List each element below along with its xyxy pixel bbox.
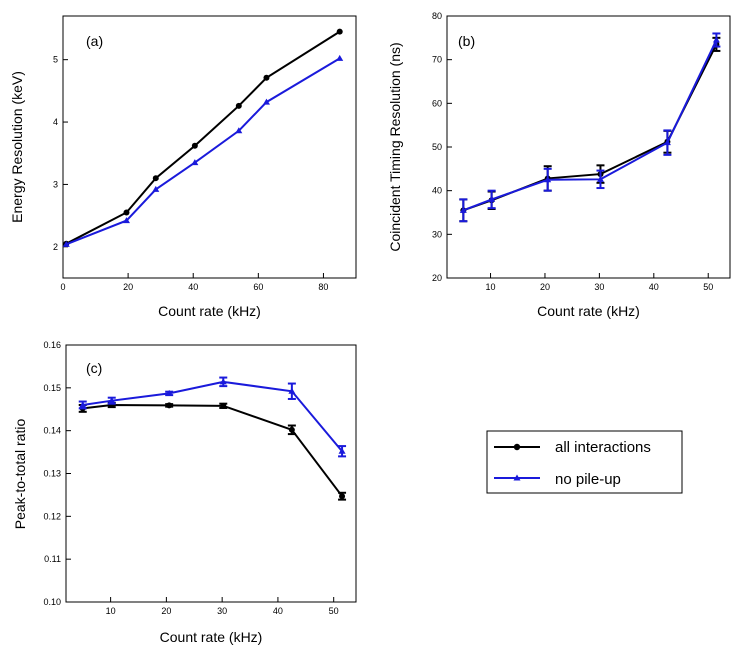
series-line-all-interactions [65,30,341,245]
x-tick-label: 40 [649,282,659,292]
x-tick-label: 80 [318,282,328,292]
data-point-no-pile-up [338,447,346,454]
x-tick-label: 40 [188,282,198,292]
y-tick-label: 4 [53,117,58,127]
series-line-no-pile-up [82,380,343,452]
x-tick-label: 40 [273,606,283,616]
legend-label-all-interactions: all interactions [555,439,651,456]
y-tick-label: 0.10 [43,597,61,607]
data-point-all-interactions [123,209,130,216]
x-tick-label: 60 [253,282,263,292]
data-point-all-interactions [263,74,270,81]
x-tick-label: 10 [486,282,496,292]
data-point-all-interactions [191,142,198,149]
y-tick-label: 0.14 [43,426,61,436]
y-tick-label: 5 [53,55,58,65]
y-tick-label: 0.12 [43,511,61,521]
data-point-no-pile-up [122,217,130,224]
y-tick-label: 40 [432,186,442,196]
data-point-no-pile-up [336,54,344,61]
data-point-all-interactions [220,402,227,409]
y-tick-label: 0.15 [43,383,61,393]
x-tick-label: 30 [217,606,227,616]
data-point-all-interactions [336,28,343,35]
data-point-no-pile-up [712,36,720,43]
y-tick-label: 30 [432,229,442,239]
panel-b: 10 20 30 40 50 20 30 40 50 60 70 80 Count rate (kHz)… [387,11,731,319]
y-tick-label: 0.13 [43,469,61,479]
y-tick-label: 0.11 [44,554,61,564]
data-point-no-pile-up [488,195,496,202]
plot-frame-a [62,15,357,279]
data-point-all-interactions [235,102,242,109]
y-tick-label: 3 [53,179,58,189]
x-tick-label: 10 [106,606,116,616]
x-tick-label: 20 [123,282,133,292]
y-axis-label: Coincident Timing Resolution (ns) [387,42,403,251]
y-axis-label: Energy Resolution (keV) [9,71,25,223]
x-axis-label: Count rate (kHz) [537,303,640,319]
data-point-all-interactions [288,426,295,433]
y-axis-label: Peak-to-total ratio [12,419,28,530]
legend-box [486,430,683,494]
y-tick-label: 20 [432,273,442,283]
data-point-no-pile-up [596,175,604,182]
y-tick-label: 80 [432,11,442,21]
y-tick-label: 70 [432,55,442,65]
y-tick-label: 0.16 [43,340,61,350]
x-tick-label: 0 [60,282,65,292]
data-point-no-pile-up [108,397,116,404]
series-line-no-pile-up [65,57,341,246]
data-point-no-pile-up [663,139,671,146]
y-tick-label: 2 [53,242,58,252]
x-tick-label: 50 [703,282,713,292]
data-point-no-pile-up [191,159,199,166]
data-point-no-pile-up [288,387,296,394]
panel-label: (b) [458,33,475,49]
panel-a: 0 20 40 60 80 2 3 4 5 Count rate (kHz) Energy Reso… [9,15,357,319]
data-point-no-pile-up [459,206,467,213]
x-axis-label: Count rate (kHz) [160,629,263,645]
panel-label: (a) [86,33,103,49]
data-point-no-pile-up [219,378,227,385]
data-point-no-pile-up [152,185,160,192]
legend-entry-no-pile-up: no pile-up [494,471,621,488]
legend-label-no-pile-up: no pile-up [555,471,621,488]
plot-frame-b [446,15,731,279]
series-line-all-interactions [462,43,718,212]
series-line-no-pile-up [462,39,718,212]
x-tick-label: 20 [540,282,550,292]
x-tick-label: 20 [161,606,171,616]
legend-marker-no-pile-up [513,474,521,481]
legend-marker-all-interactions [513,443,521,451]
x-tick-label: 30 [594,282,604,292]
data-point-no-pile-up [544,176,552,183]
data-point-no-pile-up [165,389,173,396]
data-point-no-pile-up [62,240,70,247]
panel-c: 10 20 30 40 50 0.10 0.11 0.12 0.13 0.14 0.15 0.16 Co… [12,340,357,645]
data-point-all-interactions [339,493,346,500]
data-point-no-pile-up [235,127,243,134]
data-point-all-interactions [166,402,173,409]
x-axis-label: Count rate (kHz) [158,303,261,319]
data-point-all-interactions [152,175,159,182]
y-tick-label: 60 [432,98,442,108]
panel-label: (c) [86,360,102,376]
series-line-all-interactions [82,403,343,497]
data-point-no-pile-up [79,401,87,408]
y-tick-label: 50 [432,142,442,152]
data-point-no-pile-up [262,98,270,105]
legend: all interactions no pile-up [486,430,683,494]
x-tick-label: 50 [329,606,339,616]
legend-entry-all-interactions: all interactions [494,439,651,456]
